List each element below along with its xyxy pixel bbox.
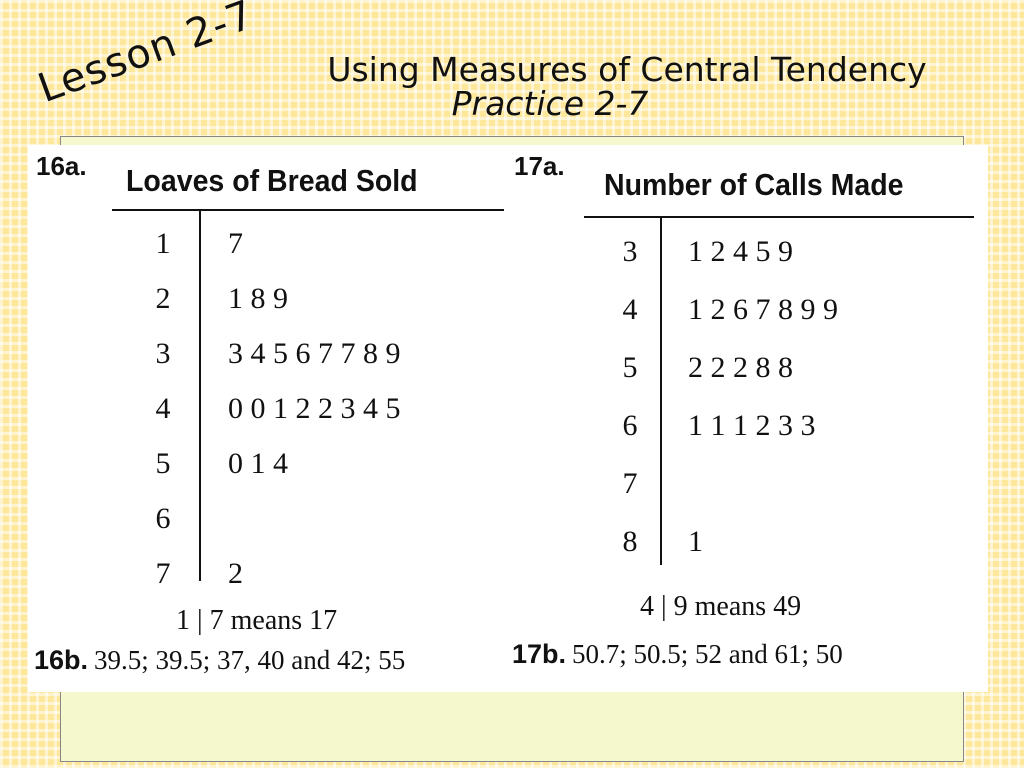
leaf-cell: 1 1 1 2 3 3 bbox=[688, 409, 816, 442]
leaf-cell: 1 bbox=[688, 525, 703, 558]
leaf-cell: 0 0 1 2 2 3 4 5 bbox=[228, 392, 401, 425]
stem-cell: 3 bbox=[155, 337, 171, 370]
stem-cell: 4 bbox=[622, 293, 638, 326]
stem-cell: 7 bbox=[622, 467, 638, 500]
table-17-title: Number of Calls Made bbox=[604, 167, 904, 202]
stem-cell: 1 bbox=[155, 227, 171, 260]
stem-cell: 4 bbox=[155, 392, 171, 425]
leaf-cell: 1 8 9 bbox=[228, 282, 288, 315]
table-17-header-rule bbox=[584, 216, 974, 218]
stem-cell: 3 bbox=[622, 235, 638, 268]
table-17-key: 4 | 9 means 49 bbox=[640, 591, 802, 622]
table-16-header-rule bbox=[112, 209, 504, 211]
leaf-cell: 2 bbox=[228, 557, 243, 590]
problem-16a-label: 16a. bbox=[36, 151, 87, 181]
stem-cell: 7 bbox=[155, 557, 171, 590]
problem-16b-answer: 16b. 39.5; 39.5; 37, 40 and 42; 55 bbox=[34, 645, 405, 676]
leaf-cell: 2 2 2 8 8 bbox=[688, 351, 793, 384]
stem-cell: 8 bbox=[622, 525, 638, 558]
leaf-cell: 0 1 4 bbox=[228, 447, 288, 480]
leaf-cell: 7 bbox=[228, 227, 243, 260]
page-subtitle: Practice 2-7 bbox=[451, 84, 649, 123]
leaf-cell: 3 4 5 6 7 7 8 9 bbox=[228, 337, 401, 370]
lesson-label: Lesson 2-7 bbox=[32, 0, 261, 112]
table-17-stem-divider bbox=[660, 217, 662, 565]
problem-16b-value: 39.5; 39.5; 37, 40 and 42; 55 bbox=[94, 645, 406, 675]
table-16-stem-divider bbox=[199, 211, 201, 581]
page-title: Using Measures of Central Tendency bbox=[327, 50, 927, 89]
stem-cell: 2 bbox=[155, 282, 171, 315]
worksheet-panel: 16a. Loaves of Bread Sold 1 7 2 1 8 9 3 3 4 5… bbox=[28, 145, 988, 692]
problem-17a-label: 17a. bbox=[514, 151, 565, 181]
stem-cell: 6 bbox=[155, 502, 171, 535]
problem-16b-label: 16b. bbox=[34, 645, 89, 675]
problem-17b-answer: 17b. 50.7; 50.5; 52 and 61; 50 bbox=[512, 639, 843, 670]
table-16-key: 1 | 7 means 17 bbox=[176, 605, 338, 636]
stem-cell: 6 bbox=[622, 409, 638, 442]
table-16-title: Loaves of Bread Sold bbox=[126, 163, 418, 198]
stem-cell: 5 bbox=[155, 447, 171, 480]
leaf-cell: 1 2 4 5 9 bbox=[688, 235, 793, 268]
leaf-cell: 1 2 6 7 8 9 9 bbox=[688, 293, 838, 326]
problem-17b-label: 17b. bbox=[512, 639, 567, 669]
stem-cell: 5 bbox=[622, 351, 638, 384]
problem-17b-value: 50.7; 50.5; 52 and 61; 50 bbox=[572, 639, 843, 669]
